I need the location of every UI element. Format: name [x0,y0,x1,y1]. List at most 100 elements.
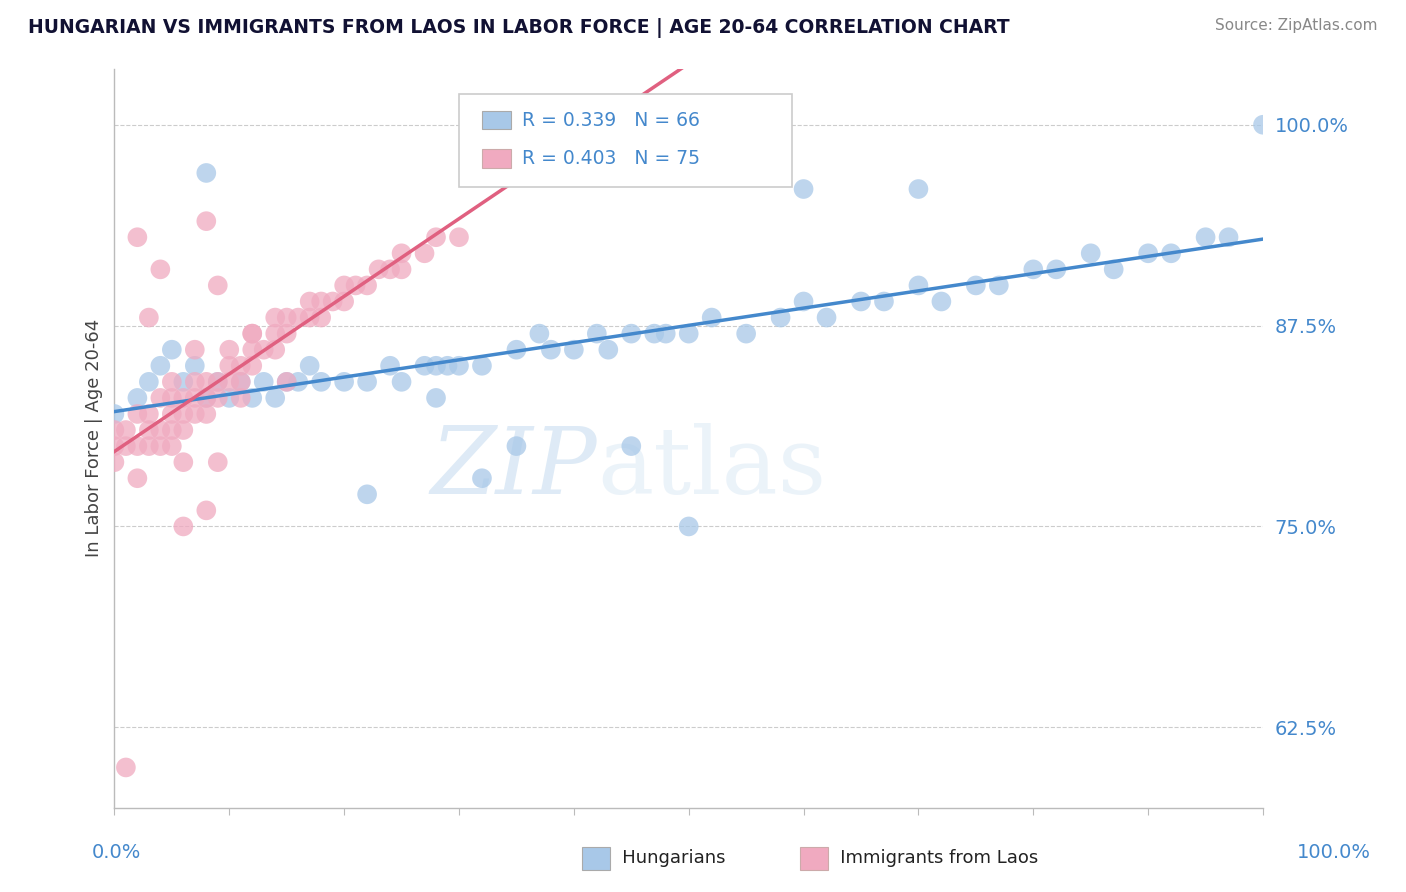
Point [1102,262,1125,277]
Point [436,359,458,373]
Point [149,439,172,453]
Point [160,391,183,405]
Text: Source: ZipAtlas.com: Source: ZipAtlas.com [1215,18,1378,33]
Point [643,326,665,341]
Point [391,262,413,277]
Point [391,375,413,389]
Point [115,423,138,437]
Point [298,294,321,309]
Point [218,391,240,405]
Point [620,326,643,341]
Bar [482,111,510,129]
Point [276,375,298,389]
Point [849,294,872,309]
Point [333,294,356,309]
Point [160,375,183,389]
Text: Hungarians: Hungarians [605,849,725,867]
Point [793,294,815,309]
Point [356,487,378,501]
Point [1160,246,1182,260]
Point [907,278,929,293]
Point [585,326,607,341]
Point [184,375,207,389]
Point [276,375,298,389]
Point [240,343,263,357]
Point [240,326,263,341]
Point [253,343,276,357]
Point [309,294,332,309]
Point [965,278,987,293]
Point [207,455,229,469]
Point [356,278,378,293]
Point [1137,246,1160,260]
Point [1045,262,1067,277]
Point [264,343,287,357]
Point [103,455,125,469]
Point [207,375,229,389]
Point [815,310,838,325]
Point [447,359,470,373]
Text: 100.0%: 100.0% [1296,843,1371,862]
Point [195,166,218,180]
Point [172,519,194,533]
Point [184,359,207,373]
Point [505,343,527,357]
Point [287,375,309,389]
Y-axis label: In Labor Force | Age 20-64: In Labor Force | Age 20-64 [86,319,103,558]
Point [678,326,700,341]
Point [240,359,263,373]
Point [276,310,298,325]
Text: ZIP: ZIP [430,423,596,513]
Point [333,375,356,389]
Point [240,326,263,341]
Point [413,359,436,373]
Point [138,407,160,421]
Point [447,230,470,244]
Point [127,230,149,244]
Point [172,423,194,437]
Point [218,343,240,357]
Point [505,439,527,453]
Point [240,391,263,405]
Point [253,375,276,389]
Point [378,359,401,373]
Point [907,182,929,196]
Point [172,407,194,421]
Point [195,391,218,405]
Point [598,343,620,357]
Point [138,439,160,453]
Point [264,310,287,325]
Point [873,294,896,309]
Point [138,423,160,437]
Point [309,310,332,325]
Point [931,294,953,309]
Point [264,326,287,341]
Point [471,471,494,485]
Point [207,278,229,293]
Text: R = 0.403   N = 75: R = 0.403 N = 75 [522,149,700,169]
Point [207,391,229,405]
Point [700,310,723,325]
Point [103,423,125,437]
Point [229,359,252,373]
Point [298,359,321,373]
Point [793,182,815,196]
Point [322,294,344,309]
Point [309,375,332,389]
Point [149,391,172,405]
Text: atlas: atlas [596,423,827,513]
Point [172,455,194,469]
Point [218,375,240,389]
Point [378,262,401,277]
Point [425,391,447,405]
Point [127,471,149,485]
Point [562,343,585,357]
Point [987,278,1010,293]
Point [115,760,138,774]
Point [391,246,413,260]
Point [620,439,643,453]
Point [356,375,378,389]
Point [264,391,287,405]
Point [529,326,551,341]
Point [1218,230,1240,244]
